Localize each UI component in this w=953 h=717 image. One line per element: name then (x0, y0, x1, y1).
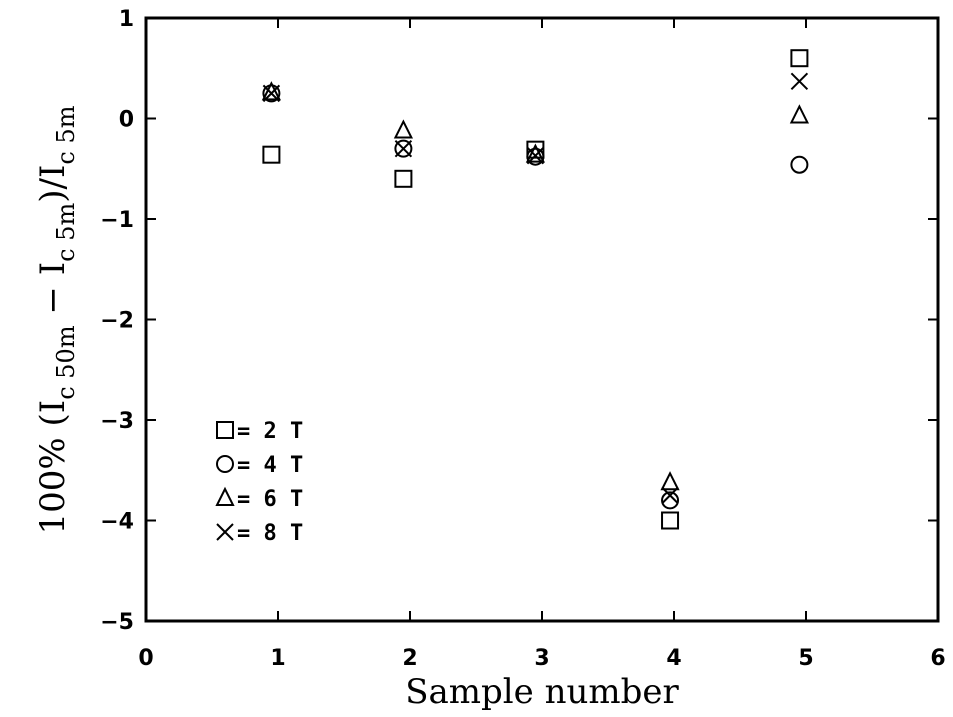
triangle-marker (525, 143, 546, 163)
y-tick-label: −4 (100, 510, 134, 535)
legend-label: = 8 T (237, 521, 303, 546)
x-tick-label: 3 (534, 646, 549, 671)
x-tick-label: 0 (138, 646, 153, 671)
square-marker (526, 140, 545, 159)
square-marker (262, 145, 281, 164)
x-axis-title: Sample number (405, 672, 679, 712)
cross-marker (790, 72, 809, 91)
x-tick-label: 2 (402, 646, 417, 671)
circle-marker (216, 455, 234, 473)
triangle-marker (261, 81, 282, 101)
axis-ticks (146, 18, 938, 621)
y-axis-title-sub: c 50m (52, 325, 80, 400)
y-tick-label: −3 (100, 409, 134, 434)
legend: = 2 T = 4 T = 6 T = 8 T (215, 419, 303, 546)
x-tick-label: 1 (270, 646, 285, 671)
triangle-marker (789, 104, 810, 124)
circle-marker (661, 491, 680, 510)
cross-marker (526, 146, 545, 165)
circle-marker (394, 139, 413, 158)
circle-marker (526, 147, 545, 166)
square-marker (790, 49, 809, 68)
circle-marker (790, 155, 809, 174)
y-tick-label: 1 (119, 7, 134, 32)
y-tick-label: −5 (100, 610, 134, 635)
triangle-marker (215, 486, 235, 506)
square-marker (661, 511, 680, 530)
square-marker (394, 169, 413, 188)
x-tick-label: 4 (666, 646, 681, 671)
cross-marker (216, 523, 234, 541)
cross-marker (661, 486, 679, 505)
y-tick-label: −1 (100, 208, 134, 233)
y-tick-label: 0 (119, 108, 134, 133)
square-marker (216, 421, 234, 439)
y-axis-title-part: )/I (33, 165, 73, 203)
legend-label: = 6 T (237, 487, 303, 512)
triangle-marker (660, 471, 680, 491)
cross-marker (262, 84, 281, 103)
cross-marker (394, 139, 413, 158)
y-axis-title-sub: c 5m (52, 105, 80, 164)
x-tick-label: 6 (930, 646, 945, 671)
legend-label: = 2 T (237, 419, 303, 444)
x-tick-label: 5 (798, 646, 813, 671)
y-axis-title-part: 100% (I (33, 400, 73, 535)
y-tick-labels: 1 0 −1 −2 −3 −4 −5 (100, 7, 134, 635)
y-axis-title-part: − I (33, 262, 73, 326)
y-axis-title-sub: c 5m (52, 203, 80, 262)
y-axis-title: 100% (Ic 50m − Ic 5m)/Ic 5m (33, 105, 80, 534)
triangle-marker (393, 119, 414, 139)
x-tick-labels: 0 1 2 3 4 5 6 (138, 646, 945, 671)
y-tick-label: −2 (100, 309, 134, 334)
data-markers (261, 49, 810, 530)
legend-label: = 4 T (237, 453, 303, 478)
